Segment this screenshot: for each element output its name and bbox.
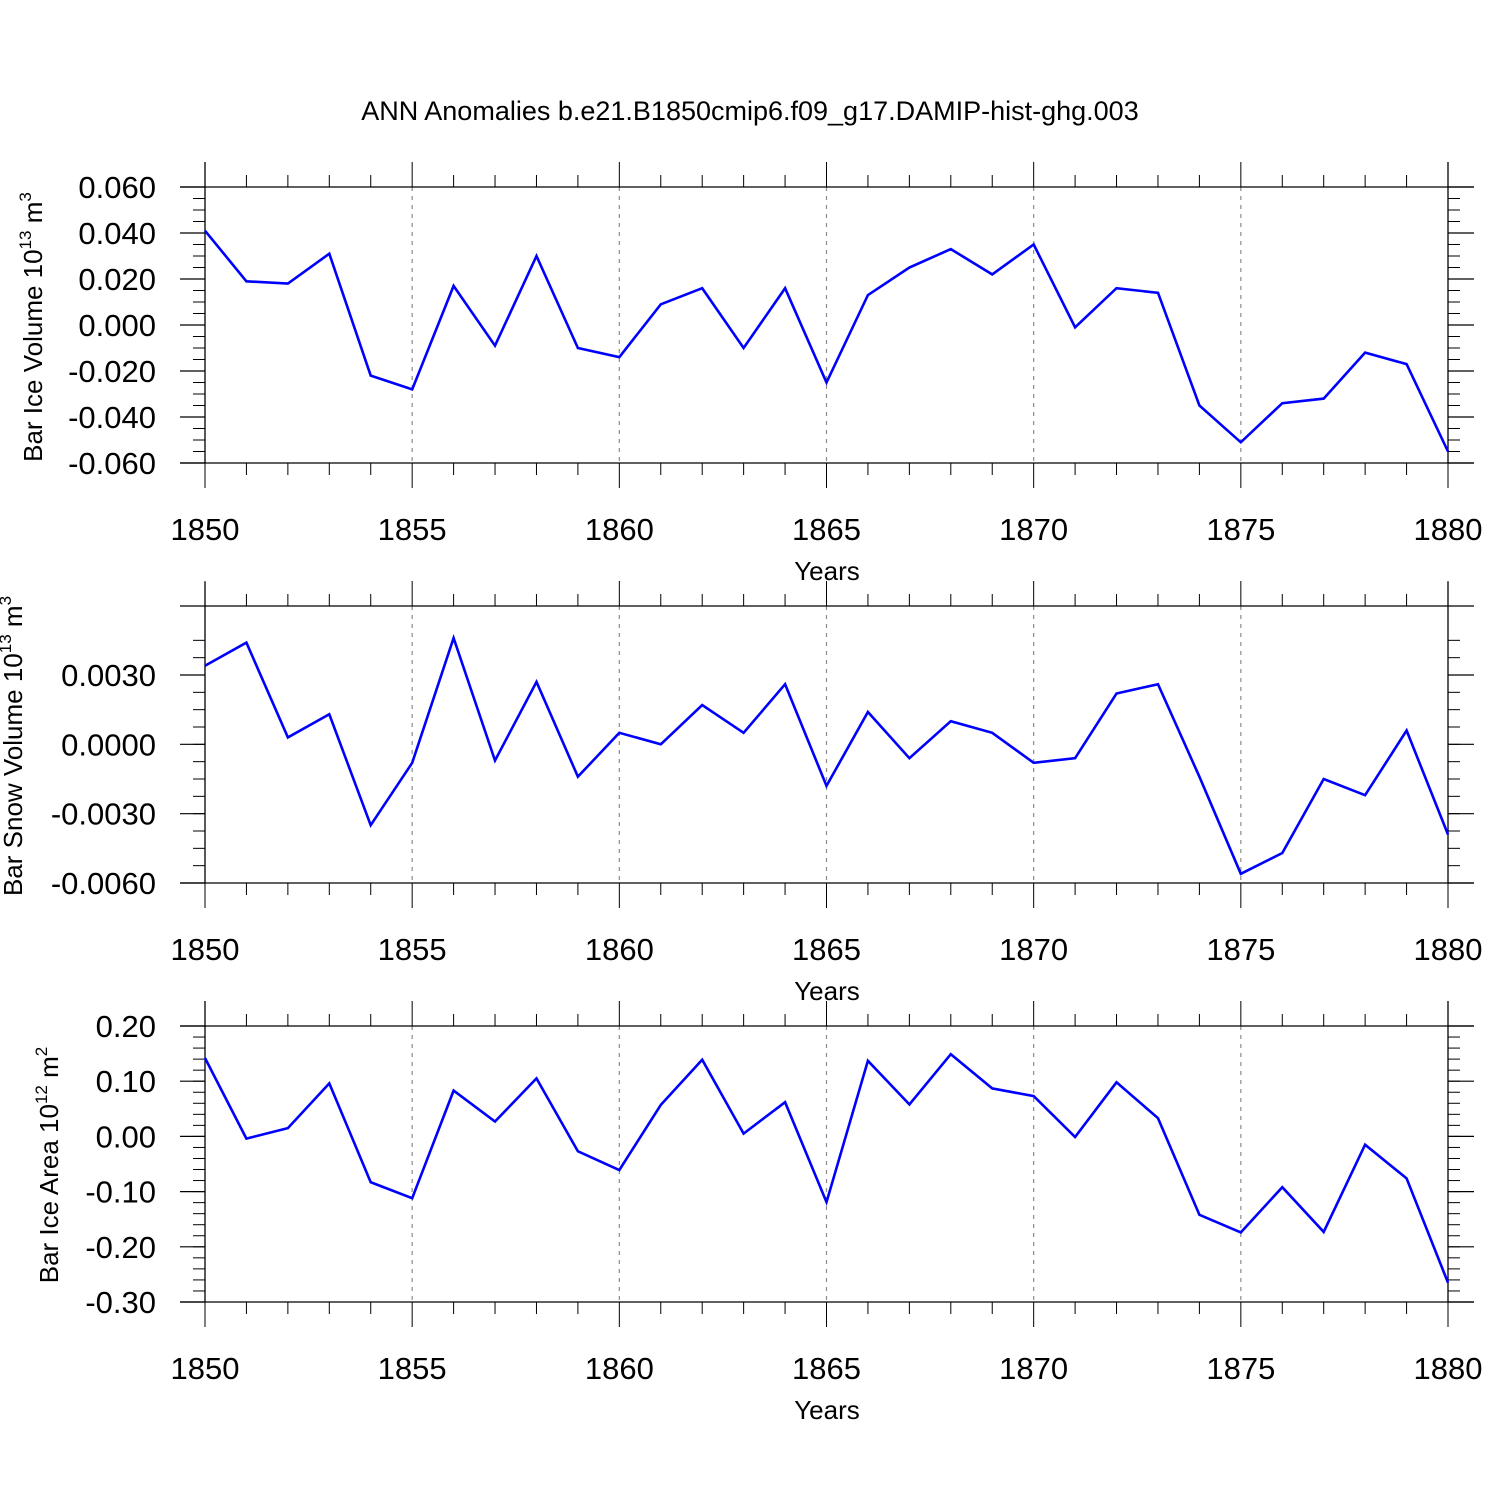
y-axis-label: Bar Ice Area 1012 m2	[32, 1047, 64, 1284]
y-tick-label: 0.040	[78, 216, 156, 251]
x-tick-label: 1870	[999, 932, 1068, 967]
panel-snow-volume: 0.0030 0.0000 -0.0030 -0.0060 1850 1855 1860 18…	[0, 581, 1482, 1006]
panel-ice-area: 0.20 0.10 0.00 -0.10 -0.20 -0.30 1850 1855 1860 1…	[32, 1001, 1482, 1425]
y-tick-label: 0.000	[78, 308, 156, 343]
x-tick-label: 1875	[1206, 512, 1275, 547]
y-axis-label: Bar Snow Volume 1013 m3	[0, 596, 28, 896]
y-tick-label: -0.040	[68, 400, 156, 435]
x-tick-label: 1860	[585, 512, 654, 547]
y-tick-label: -0.060	[68, 446, 156, 481]
y-tick-label: 0.10	[96, 1064, 156, 1099]
x-tick-label: 1850	[171, 512, 240, 547]
x-tick-label: 1875	[1206, 932, 1275, 967]
series-line	[203, 229, 1450, 453]
x-tick-label: 1865	[792, 512, 861, 547]
x-tick-label: 1860	[585, 1351, 654, 1386]
y-tick-label: 0.0000	[61, 727, 156, 762]
x-tick-label: 1870	[999, 512, 1068, 547]
x-tick-label: 1850	[171, 932, 240, 967]
y-tick-label: 0.00	[96, 1119, 156, 1154]
y-tick-label: -0.10	[85, 1175, 156, 1210]
series-line	[203, 1052, 1450, 1284]
x-tick-label: 1855	[378, 512, 447, 547]
x-axis-label: Years	[794, 1395, 860, 1425]
x-tick-label: 1880	[1414, 932, 1483, 967]
x-tick-label: 1880	[1414, 1351, 1483, 1386]
x-tick-label: 1855	[378, 1351, 447, 1386]
y-tick-label: 0.20	[96, 1009, 156, 1044]
x-tick-label: 1875	[1206, 1351, 1275, 1386]
y-axis-label: Bar Ice Volume 1013 m3	[16, 192, 48, 462]
y-tick-label: -0.0060	[51, 866, 156, 901]
x-tick-label: 1870	[999, 1351, 1068, 1386]
chart-title: ANN Anomalies b.e21.B1850cmip6.f09_g17.D…	[361, 96, 1139, 126]
y-tick-label: 0.0030	[61, 658, 156, 693]
x-tick-label: 1855	[378, 932, 447, 967]
series-line	[204, 633, 1450, 876]
y-tick-label: -0.30	[85, 1285, 156, 1320]
x-tick-label: 1880	[1414, 512, 1483, 547]
x-tick-label: 1850	[171, 1351, 240, 1386]
x-tick-label: 1865	[792, 1351, 861, 1386]
x-tick-label: 1865	[792, 932, 861, 967]
y-tick-label: 0.060	[78, 170, 156, 205]
panel-ice-volume: 0.060 0.040 0.020 0.000 -0.020 -0.040 -0.060 18…	[16, 162, 1482, 586]
y-tick-label: -0.020	[68, 354, 156, 389]
y-tick-label: 0.020	[78, 262, 156, 297]
y-tick-label: -0.0030	[51, 797, 156, 832]
y-tick-label: -0.20	[85, 1230, 156, 1265]
x-tick-label: 1860	[585, 932, 654, 967]
